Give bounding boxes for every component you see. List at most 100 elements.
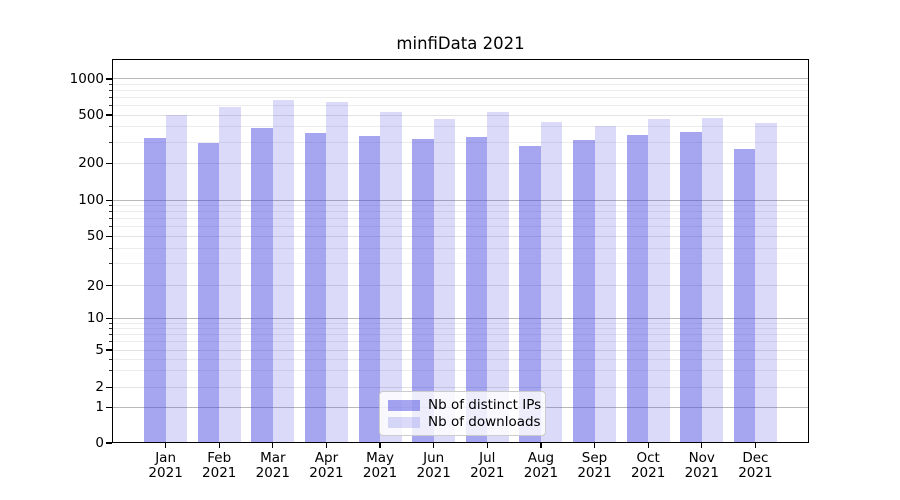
x-tick-label: Dec 2021 — [723, 451, 787, 481]
x-tick-label-month: Dec — [742, 450, 769, 466]
bar-distinct-ips — [465, 137, 488, 443]
y-tick-label: 50 — [86, 228, 104, 245]
bar-downloads — [165, 115, 188, 443]
y-tick-mark — [105, 162, 112, 165]
x-tick-label-year: 2021 — [148, 465, 183, 481]
x-tick-mark — [540, 443, 542, 448]
bar-distinct-ips — [358, 136, 381, 443]
gridline-minor — [112, 211, 809, 213]
x-tick-mark — [754, 443, 757, 448]
x-tick-mark — [379, 443, 381, 448]
x-tick-mark — [218, 443, 220, 448]
bar-downloads — [219, 107, 241, 443]
bar-distinct-ips — [573, 140, 595, 443]
y-tick-mark — [105, 317, 112, 319]
gridline-minor — [112, 226, 809, 228]
y-tick-mark — [105, 442, 112, 444]
y-minor-tick-mark — [109, 83, 112, 85]
gridline-minor — [112, 83, 809, 85]
y-tick-label: 2 — [95, 379, 104, 396]
legend-item: Nb of distinct IPs — [388, 397, 541, 414]
y-minor-tick-mark — [109, 322, 112, 324]
gridline-minor — [112, 285, 809, 287]
gridline-minor — [112, 218, 809, 220]
x-tick-label: Aug 2021 — [509, 451, 573, 481]
y-minor-tick-mark — [109, 247, 112, 249]
x-tick-label-month: May — [366, 450, 395, 466]
y-tick-mark — [105, 235, 112, 238]
x-tick-label: May 2021 — [348, 451, 412, 481]
bar-downloads — [701, 118, 724, 443]
bar-distinct-ips — [519, 145, 541, 443]
y-minor-tick-mark — [109, 97, 112, 99]
bar-downloads — [326, 102, 348, 443]
x-tick-label: Apr 2021 — [294, 451, 358, 481]
gridline-major — [112, 78, 809, 80]
bar-distinct-ips — [412, 138, 434, 443]
bar-downloads — [755, 123, 777, 443]
gridline-major — [112, 317, 809, 319]
y-tick-mark — [105, 349, 112, 351]
gridline-minor — [112, 126, 809, 128]
gridline-minor — [112, 90, 809, 92]
y-tick-label: 1 — [95, 399, 104, 416]
gridline-minor — [112, 386, 809, 388]
gridline-minor — [112, 370, 809, 372]
x-tick-label: Jul 2021 — [455, 451, 519, 481]
legend-label: Nb of distinct IPs — [428, 397, 542, 413]
x-tick-label-month: Jul — [479, 450, 496, 466]
gridline-minor — [112, 349, 809, 351]
y-minor-tick-mark — [109, 126, 112, 128]
x-tick-label: Oct 2021 — [616, 451, 680, 481]
y-tick-mark — [105, 406, 112, 408]
y-tick-mark — [105, 114, 112, 116]
y-tick-label: 1000 — [69, 70, 104, 87]
gridline-minor — [112, 327, 809, 329]
y-tick-label: 100 — [78, 192, 104, 209]
y-minor-tick-mark — [109, 211, 112, 213]
x-tick-label-year: 2021 — [738, 465, 773, 481]
y-minor-tick-mark — [109, 105, 112, 107]
y-tick-label: 5 — [95, 342, 104, 359]
y-tick-mark — [105, 78, 112, 80]
x-tick-mark — [164, 443, 167, 448]
bar-distinct-ips — [304, 133, 327, 443]
x-tick-label-month: Apr — [314, 450, 339, 466]
y-minor-tick-mark — [109, 358, 112, 360]
y-minor-tick-mark — [109, 334, 112, 336]
gridline-minor — [112, 105, 809, 107]
bar-downloads — [272, 99, 295, 443]
bar-downloads — [433, 119, 456, 443]
bar-distinct-ips — [197, 142, 220, 443]
x-tick-label-year: 2021 — [416, 465, 451, 481]
bar-downloads — [487, 112, 509, 443]
y-minor-tick-mark — [109, 141, 112, 143]
y-tick-label: 500 — [78, 107, 104, 124]
x-tick-label-year: 2021 — [684, 465, 719, 481]
x-tick-mark — [701, 443, 703, 448]
x-tick-label-year: 2021 — [577, 465, 612, 481]
bar-distinct-ips — [680, 132, 702, 443]
x-tick-mark — [433, 443, 435, 448]
x-tick-label: Nov 2021 — [670, 451, 734, 481]
x-tick-label-year: 2021 — [362, 465, 398, 481]
legend-swatch-distinct-ips — [388, 400, 420, 411]
x-tick-label-month: Sep — [581, 450, 608, 466]
gridline-minor — [112, 162, 809, 164]
gridline-major — [112, 199, 809, 201]
x-tick-mark — [593, 443, 596, 448]
gridline-minor — [112, 334, 809, 336]
x-tick-mark — [325, 443, 328, 448]
gridline-minor — [112, 97, 809, 99]
bar-downloads — [648, 119, 670, 443]
bar-distinct-ips — [144, 137, 166, 443]
x-tick-label-month: Feb — [207, 450, 232, 466]
gridline-minor — [112, 341, 809, 343]
gridline-minor — [112, 141, 809, 143]
x-tick-label-year: 2021 — [523, 465, 559, 481]
x-tick-label-year: 2021 — [630, 465, 666, 481]
x-tick-label: Jun 2021 — [402, 451, 466, 481]
y-tick-label: 20 — [86, 277, 104, 294]
x-tick-label: Sep 2021 — [563, 451, 627, 481]
gridline-minor — [112, 247, 809, 249]
